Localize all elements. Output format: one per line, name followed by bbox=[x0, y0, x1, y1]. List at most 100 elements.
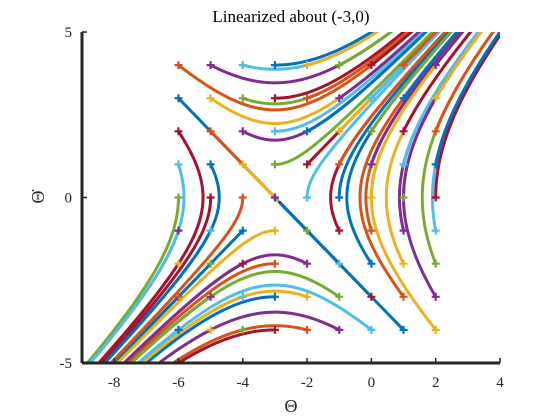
trajectory-line bbox=[305, 32, 428, 133]
start-point-marker bbox=[206, 193, 215, 202]
trajectory-line bbox=[402, 32, 438, 67]
trajectory-line bbox=[140, 289, 309, 363]
start-point-marker bbox=[431, 94, 440, 103]
trajectory-line bbox=[85, 196, 180, 363]
trajectory-line bbox=[434, 32, 495, 133]
start-point-marker bbox=[270, 61, 279, 70]
trajectory-line bbox=[273, 32, 425, 133]
trajectory-line bbox=[102, 162, 221, 363]
chart-title: Linearized about (-3,0) bbox=[212, 7, 369, 26]
trajectory-line bbox=[337, 32, 421, 100]
start-point-marker bbox=[399, 259, 408, 268]
start-point-marker bbox=[238, 226, 247, 235]
trajectory-line bbox=[143, 295, 277, 363]
start-point-marker bbox=[335, 94, 344, 103]
trajectory-line bbox=[273, 32, 406, 100]
start-point-marker bbox=[206, 325, 215, 334]
start-point-marker bbox=[206, 94, 215, 103]
trajectory-group bbox=[85, 32, 500, 363]
start-point-marker bbox=[303, 226, 312, 235]
x-tick-label: -6 bbox=[172, 375, 185, 391]
trajectory-line bbox=[337, 32, 451, 199]
start-point-marker bbox=[399, 160, 408, 169]
start-point-marker bbox=[206, 160, 215, 169]
start-point-marker bbox=[303, 292, 312, 301]
start-point-marker bbox=[270, 226, 279, 235]
start-point-marker bbox=[174, 193, 183, 202]
start-point-marker bbox=[238, 193, 247, 202]
trajectory-line bbox=[305, 32, 380, 67]
start-point-marker bbox=[206, 226, 215, 235]
trajectory-line bbox=[156, 310, 341, 363]
start-point-marker bbox=[270, 94, 279, 103]
start-point-marker bbox=[174, 94, 183, 103]
y-tick-label: 0 bbox=[65, 191, 73, 207]
trajectory-line bbox=[434, 32, 465, 67]
trajectory-line bbox=[369, 32, 465, 332]
trajectory-line bbox=[337, 32, 448, 166]
start-point-marker bbox=[335, 61, 344, 70]
x-tick-label: 2 bbox=[432, 375, 440, 391]
start-point-marker bbox=[238, 325, 247, 334]
x-tick-label: -8 bbox=[108, 375, 121, 391]
trajectory-line bbox=[99, 196, 213, 363]
start-point-marker bbox=[431, 160, 440, 169]
start-point-marker bbox=[174, 160, 183, 169]
start-point-marker bbox=[270, 193, 279, 202]
trajectory-line bbox=[88, 162, 186, 363]
start-point-marker bbox=[399, 325, 408, 334]
start-point-marker bbox=[270, 325, 279, 334]
trajectory-line bbox=[279, 202, 406, 332]
trajectory-line bbox=[369, 32, 462, 166]
trajectory-line bbox=[128, 270, 341, 363]
start-point-marker bbox=[335, 193, 344, 202]
trajectory-line bbox=[305, 32, 441, 199]
start-point-marker bbox=[206, 259, 215, 268]
start-point-marker bbox=[431, 61, 440, 70]
trajectory-line bbox=[305, 32, 410, 100]
trajectory-line bbox=[402, 32, 481, 166]
start-point-marker bbox=[238, 160, 247, 169]
start-point-marker bbox=[431, 325, 440, 334]
start-point-marker bbox=[399, 226, 408, 235]
start-point-marker bbox=[303, 325, 312, 334]
start-point-marker bbox=[399, 127, 408, 136]
start-point-marker bbox=[335, 292, 344, 301]
trajectory-line bbox=[402, 32, 459, 100]
trajectory-line bbox=[273, 32, 375, 67]
start-point-marker bbox=[270, 292, 279, 301]
x-tick-label: -2 bbox=[301, 375, 314, 391]
trajectory-line bbox=[170, 324, 309, 363]
start-point-marker bbox=[174, 325, 183, 334]
start-point-marker bbox=[238, 94, 247, 103]
start-point-marker bbox=[335, 160, 344, 169]
trajectory-line bbox=[434, 32, 483, 100]
start-point-marker bbox=[335, 127, 344, 136]
trajectory-line bbox=[112, 229, 245, 363]
start-point-marker bbox=[174, 259, 183, 268]
y-tick-label: 5 bbox=[65, 25, 73, 41]
start-point-marker bbox=[335, 226, 344, 235]
start-point-marker bbox=[206, 127, 215, 136]
trajectory-line bbox=[369, 32, 454, 133]
x-tick-label: 4 bbox=[496, 375, 504, 391]
start-point-marker bbox=[399, 193, 408, 202]
start-point-marker bbox=[367, 160, 376, 169]
start-point-marker bbox=[431, 259, 440, 268]
start-point-marker bbox=[174, 292, 183, 301]
start-point-marker bbox=[335, 259, 344, 268]
trajectory-line bbox=[125, 262, 277, 363]
start-point-marker bbox=[303, 193, 312, 202]
start-point-marker bbox=[303, 160, 312, 169]
x-ticks: -8 -6 -4 -2 0 2 4 bbox=[108, 358, 504, 391]
trajectory-line bbox=[337, 32, 394, 67]
start-point-marker bbox=[399, 61, 408, 70]
start-point-marker bbox=[431, 226, 440, 235]
start-point-marker bbox=[399, 292, 408, 301]
start-point-marker bbox=[367, 292, 376, 301]
start-point-marker bbox=[238, 259, 247, 268]
trajectory-line bbox=[434, 32, 500, 199]
trajectory-line bbox=[241, 162, 275, 198]
start-point-marker bbox=[367, 259, 376, 268]
x-tick-label: -4 bbox=[237, 375, 250, 391]
